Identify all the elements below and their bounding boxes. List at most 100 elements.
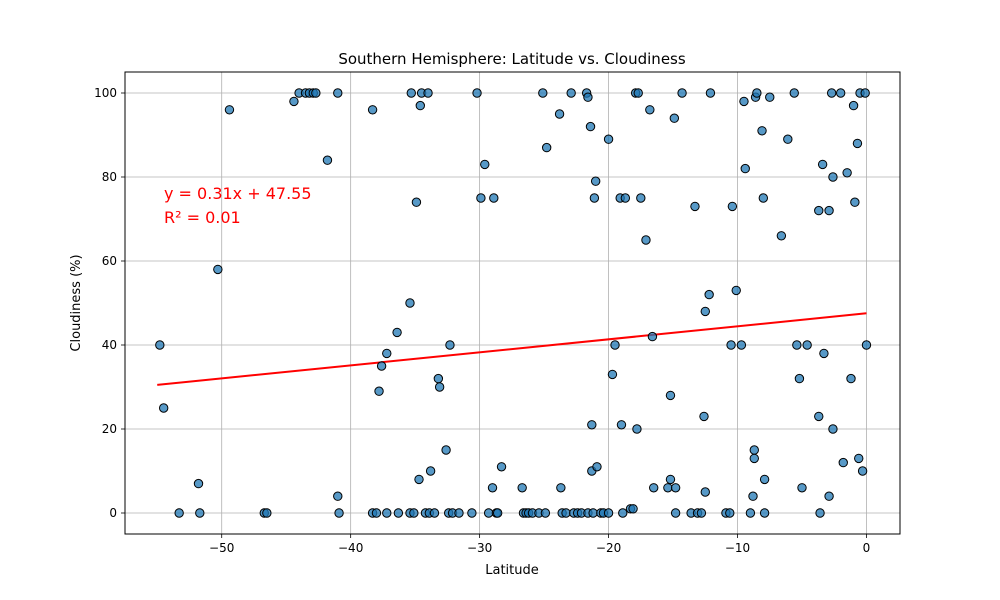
x-tick-label: −30 (467, 541, 492, 555)
data-point (489, 193, 499, 203)
data-point (838, 457, 848, 468)
data-point (861, 340, 872, 350)
data-point (765, 92, 775, 102)
data-point (587, 420, 597, 430)
data-point (480, 159, 490, 170)
data-point (757, 126, 767, 136)
data-point (487, 483, 498, 493)
y-tick-label: 100 (94, 86, 117, 100)
data-point (759, 474, 770, 485)
data-point (705, 88, 716, 98)
data-point (828, 172, 838, 182)
data-point (663, 483, 673, 493)
data-point (414, 474, 424, 485)
data-point (736, 340, 747, 350)
data-point (647, 331, 658, 342)
data-point (857, 466, 868, 476)
data-point (815, 508, 825, 518)
data-point (603, 134, 614, 144)
data-point (213, 264, 223, 275)
data-point (311, 88, 321, 98)
data-point (828, 424, 838, 434)
data-point (731, 285, 741, 296)
data-point (700, 306, 710, 317)
data-point (423, 88, 433, 98)
data-point (727, 201, 738, 212)
data-point (334, 508, 344, 518)
data-point (371, 508, 382, 518)
data-point (726, 340, 736, 350)
data-point (645, 105, 655, 115)
data-point (848, 100, 859, 111)
data-point (425, 466, 436, 476)
x-tick-label: −40 (338, 541, 363, 555)
data-point (690, 201, 700, 212)
data-point (467, 508, 477, 518)
y-tick-label: 80 (102, 170, 117, 184)
data-point (700, 487, 710, 497)
x-tick-label: 0 (863, 541, 871, 555)
data-point (677, 88, 687, 98)
data-point (603, 508, 614, 518)
data-point (496, 462, 507, 472)
data-point (540, 508, 551, 518)
x-tick-label: −10 (725, 541, 750, 555)
data-point (846, 373, 856, 384)
x-tick-label: −50 (209, 541, 234, 555)
data-point (783, 134, 793, 144)
data-point (583, 92, 593, 102)
data-point (454, 508, 464, 518)
data-point (802, 340, 812, 350)
data-point (696, 508, 707, 518)
data-point (406, 88, 416, 98)
data-point (759, 508, 770, 518)
data-point (374, 386, 384, 396)
data-point (792, 340, 802, 350)
data-point (669, 113, 680, 123)
data-point (333, 491, 343, 501)
data-point (749, 445, 759, 455)
data-point (616, 420, 627, 430)
y-tick-label: 0 (109, 506, 117, 520)
y-tick-label: 20 (102, 422, 117, 436)
y-tick-label: 60 (102, 254, 117, 268)
data-point (860, 88, 870, 98)
data-point (794, 373, 805, 384)
chart-title: Southern Hemisphere: Latitude vs. Cloudi… (338, 50, 686, 68)
data-point (633, 88, 643, 98)
regression-layer (157, 312, 867, 386)
data-point (814, 411, 824, 422)
grid-lines (125, 72, 900, 534)
data-point (854, 453, 864, 464)
data-point (852, 138, 863, 149)
data-point (367, 105, 378, 115)
x-tick-label: −20 (596, 541, 621, 555)
data-point (752, 88, 762, 98)
data-point (824, 205, 834, 216)
data-point (561, 508, 571, 518)
data-point (441, 445, 451, 455)
data-point (434, 382, 445, 392)
data-point (592, 462, 602, 472)
data-point (758, 193, 769, 203)
data-point (618, 508, 628, 518)
data-point (289, 96, 299, 107)
data-point (670, 508, 681, 518)
data-point (835, 88, 846, 98)
data-point (483, 508, 494, 518)
data-point (585, 121, 596, 132)
data-point (193, 478, 204, 489)
data-point (632, 424, 642, 434)
data-point (704, 289, 714, 300)
data-point (445, 340, 455, 350)
data-point (322, 155, 333, 165)
data-point (155, 340, 165, 350)
axis-ticks: −50 −40 −30 −20 −10 0 0 20 40 60 80 100 (94, 86, 870, 555)
data-point (158, 403, 169, 413)
data-point (789, 88, 799, 98)
data-point (740, 163, 750, 174)
y-tick-label: 40 (102, 338, 117, 352)
data-point (636, 193, 646, 203)
